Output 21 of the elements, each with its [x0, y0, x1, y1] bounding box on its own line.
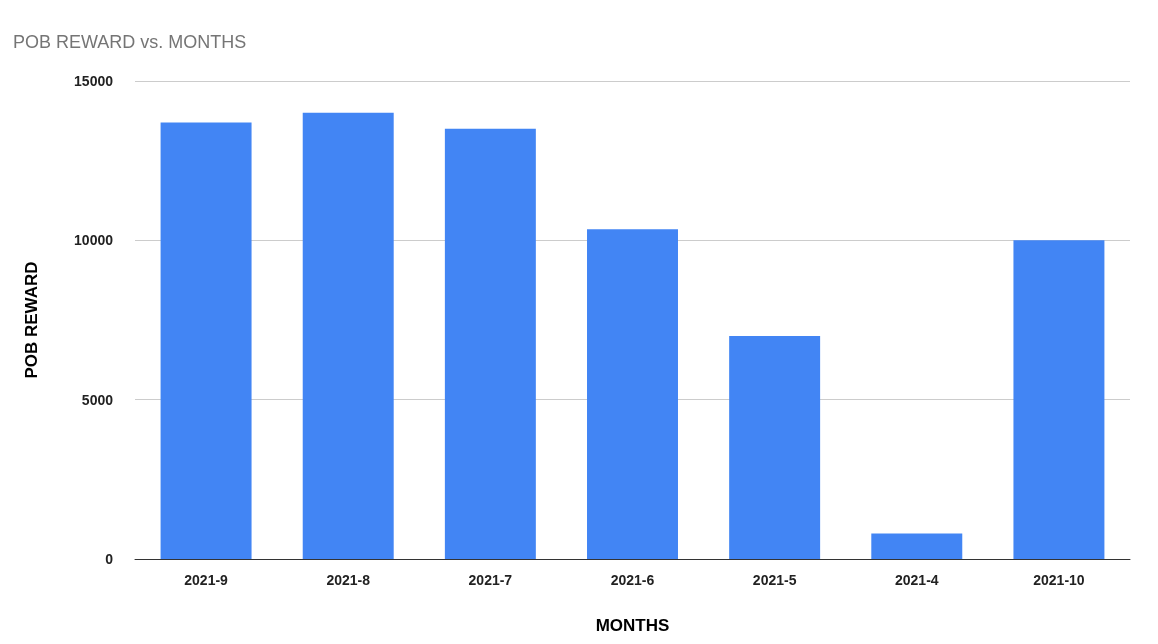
bar	[444, 128, 536, 559]
y-axis-title: POB REWARD	[22, 261, 41, 379]
y-tick-label: 5000	[81, 391, 114, 408]
x-tick-label: 2021-4	[894, 572, 939, 588]
chart-title: POB REWARD vs. MONTHS	[13, 32, 247, 52]
x-axis-title: MONTHS	[595, 616, 670, 635]
bar	[871, 533, 963, 559]
bar	[1013, 240, 1105, 559]
y-tick-label: 0	[105, 551, 114, 567]
bar	[729, 335, 821, 559]
x-tick-label: 2021-10	[1033, 572, 1085, 588]
y-tick-label: 10000	[74, 232, 114, 249]
x-tick-label: 2021-6	[610, 572, 655, 588]
bar	[302, 112, 394, 559]
x-tick-label: 2021-8	[326, 572, 371, 588]
y-tick-label: 15000	[74, 73, 114, 89]
x-tick-label: 2021-7	[468, 572, 513, 588]
bar	[160, 122, 252, 559]
bar	[587, 229, 678, 559]
x-tick-label: 2021-9	[184, 572, 229, 588]
x-tick-label: 2021-5	[752, 572, 797, 588]
